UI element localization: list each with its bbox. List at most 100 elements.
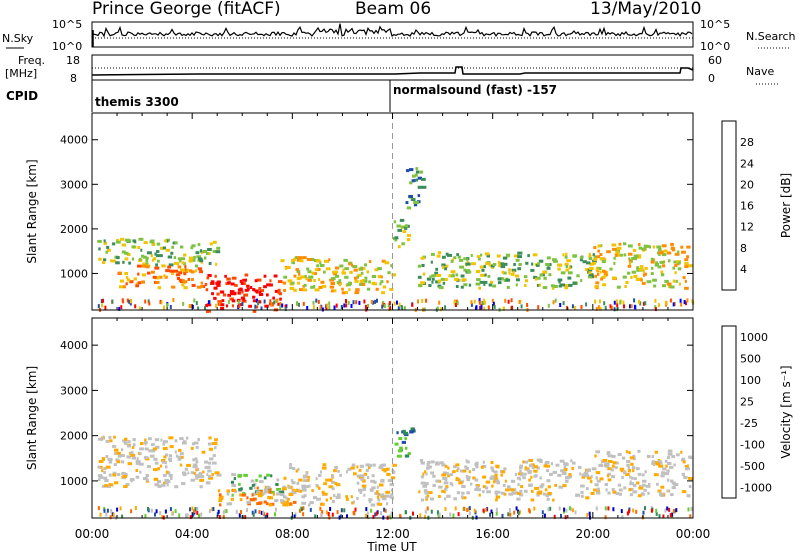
velocity-cell bbox=[547, 485, 551, 489]
power-cell bbox=[132, 239, 136, 243]
power-cell bbox=[199, 270, 203, 274]
power-cell bbox=[284, 307, 287, 312]
velocity-cell bbox=[365, 513, 367, 518]
velocity-cell bbox=[467, 507, 470, 512]
power-cell bbox=[547, 266, 550, 270]
power-cell bbox=[317, 299, 320, 304]
power-cell bbox=[660, 270, 664, 274]
power-cell bbox=[661, 273, 665, 277]
power-cell bbox=[455, 303, 457, 307]
power-cell bbox=[483, 280, 488, 284]
power-cell bbox=[204, 283, 208, 286]
velocity-cell bbox=[298, 489, 303, 493]
velocity-cell bbox=[325, 510, 328, 515]
power-cell bbox=[631, 270, 636, 274]
power-cell bbox=[389, 287, 394, 291]
velocity-cell bbox=[358, 476, 364, 480]
velocity-cell bbox=[189, 515, 192, 520]
velocity-cell bbox=[441, 473, 447, 477]
velocity-cell bbox=[558, 506, 561, 511]
velocity-cell bbox=[647, 491, 650, 495]
velocity-cell bbox=[500, 473, 503, 477]
power-cell bbox=[513, 263, 516, 266]
velocity-cell bbox=[214, 471, 220, 475]
power-cell bbox=[512, 270, 515, 274]
power-cell bbox=[655, 261, 658, 265]
velocity-cell bbox=[195, 474, 200, 478]
power-cell bbox=[361, 279, 365, 282]
velocity-cell bbox=[625, 473, 630, 476]
velocity-cell bbox=[606, 451, 610, 455]
power-cell bbox=[470, 254, 473, 257]
power-cell bbox=[165, 248, 170, 252]
power-cell bbox=[244, 288, 249, 292]
velocity-cell bbox=[181, 482, 186, 486]
power-cell bbox=[296, 270, 301, 273]
power-cell bbox=[456, 253, 459, 257]
velocity-cell bbox=[539, 476, 542, 480]
power-cell bbox=[459, 265, 465, 269]
power-cell bbox=[615, 299, 618, 304]
velocity-cell bbox=[474, 463, 479, 466]
power-cell bbox=[348, 288, 351, 292]
power-cell bbox=[138, 257, 142, 261]
velocity-cell bbox=[632, 454, 636, 458]
velocity-cell bbox=[368, 498, 373, 502]
velocity-cell bbox=[632, 490, 638, 494]
power-cell bbox=[654, 298, 657, 303]
velocity-cell bbox=[164, 478, 169, 482]
velocity-cell bbox=[461, 485, 466, 488]
power-cell bbox=[193, 298, 196, 303]
velocity-cell bbox=[686, 464, 689, 468]
velocity-cell bbox=[192, 458, 195, 462]
velocity-cell bbox=[117, 473, 121, 476]
power-cell bbox=[384, 261, 390, 265]
velocity-cell bbox=[493, 470, 498, 474]
power-cell bbox=[380, 280, 384, 284]
power-cell bbox=[486, 254, 491, 258]
power-cell bbox=[344, 275, 349, 279]
power-cell bbox=[124, 257, 129, 261]
power-cell bbox=[197, 243, 201, 247]
power-cell bbox=[431, 280, 434, 284]
power-cell bbox=[250, 286, 253, 289]
power-cell bbox=[187, 277, 190, 281]
power-cell bbox=[499, 262, 504, 266]
power-cell bbox=[417, 299, 419, 304]
velocity-cell bbox=[424, 491, 429, 495]
power-cell bbox=[538, 283, 542, 287]
power-cell bbox=[407, 233, 411, 237]
power-cell bbox=[307, 270, 312, 274]
velocity-cell bbox=[241, 493, 246, 497]
power-cell bbox=[525, 261, 529, 265]
power-cell bbox=[632, 248, 637, 252]
power-cell bbox=[628, 258, 631, 262]
velocity-cell bbox=[267, 496, 272, 499]
power-cell bbox=[639, 265, 644, 269]
velocity-cell bbox=[530, 498, 535, 502]
velocity-cell bbox=[362, 488, 366, 491]
velocity-cell bbox=[289, 463, 292, 466]
power-cell bbox=[100, 299, 103, 304]
power-cell bbox=[160, 246, 164, 250]
power-cell bbox=[348, 281, 352, 285]
velocity-cell bbox=[620, 509, 623, 514]
power-cell bbox=[560, 283, 565, 287]
velocity-cell bbox=[154, 461, 159, 465]
velocity-cell bbox=[363, 493, 366, 497]
power-cell bbox=[289, 286, 295, 290]
power-cell bbox=[537, 262, 540, 266]
velocity-cell bbox=[572, 461, 576, 465]
power-cell bbox=[398, 302, 401, 307]
power-cell bbox=[177, 257, 182, 261]
velocity-cell bbox=[211, 442, 217, 446]
power-cell bbox=[520, 304, 523, 309]
velocity-cell bbox=[427, 491, 433, 495]
velocity-cell bbox=[238, 513, 241, 518]
power-cell bbox=[481, 268, 485, 272]
power-cell bbox=[294, 256, 298, 260]
velocity-cell bbox=[645, 484, 651, 488]
power-cell bbox=[252, 309, 257, 313]
power-cell bbox=[634, 257, 638, 261]
velocity-cell bbox=[368, 464, 373, 468]
